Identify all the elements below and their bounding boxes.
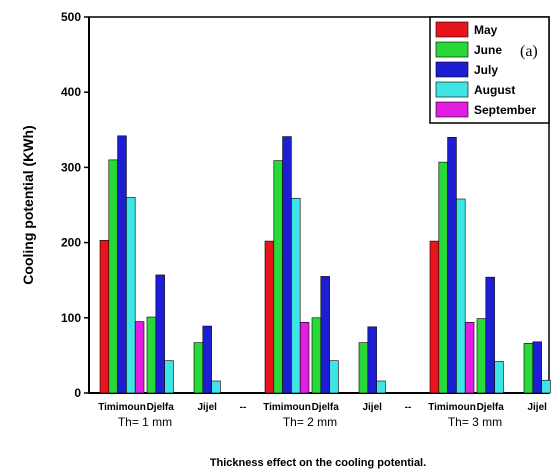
y-axis-label: Cooling potential (KWh) [20, 125, 36, 284]
bar-june-djelfa [146, 316, 157, 394]
legend-items: May June July August September [435, 21, 536, 118]
bar-may-timimoun [429, 240, 440, 394]
bar-june-timimoun [273, 160, 283, 394]
bar-may-timimoun [99, 240, 110, 394]
bar-august-timimoun [456, 198, 466, 394]
y-ticks: 0 100 200 300 400 500 [61, 10, 89, 400]
bar-june-jijel [358, 342, 369, 394]
category-label: Jijel [527, 402, 547, 413]
panel-label: (a) [520, 43, 538, 60]
y-tick-label: 300 [61, 160, 81, 174]
bar-august-timimoun [291, 197, 301, 394]
bar-july-timimoun [117, 135, 127, 394]
category-label: Djelfa [147, 402, 175, 413]
y-tick-label: 400 [61, 85, 81, 99]
bar-july-jijel [367, 326, 377, 394]
y-tick-label: 200 [61, 236, 81, 250]
bar-august-djelfa [164, 360, 174, 394]
bars [99, 135, 551, 394]
bar-june-djelfa [311, 317, 322, 394]
legend-label-september: September [474, 103, 536, 117]
bar-july-jijel [532, 341, 542, 394]
category-label: Timimoun [98, 402, 146, 413]
legend-swatch-july [435, 61, 469, 78]
bar-september-timimoun [464, 322, 475, 394]
category-label: Jijel [362, 402, 382, 413]
group-label: Th= 1 mm [118, 415, 172, 429]
x-axis-label: Thickness effect on the cooling potentia… [210, 457, 426, 469]
bar-august-jijel [541, 379, 551, 394]
group-separator: -- [240, 402, 247, 413]
legend-swatch-september [435, 101, 469, 118]
bar-july-djelfa [155, 274, 165, 394]
y-tick-label: 500 [61, 10, 81, 24]
category-label: Djelfa [477, 402, 505, 413]
bar-june-timimoun [438, 161, 448, 394]
legend-label-may: May [474, 23, 498, 37]
category-label: Timimoun [263, 402, 311, 413]
legend-label-june: June [474, 43, 502, 57]
bar-june-jijel [523, 343, 534, 394]
y-tick-label: 100 [61, 311, 81, 325]
legend-swatch-august [435, 81, 469, 98]
y-tick-label: 0 [74, 386, 81, 400]
group-label: Th= 2 mm [283, 415, 337, 429]
legend-label-august: August [474, 83, 515, 97]
group-separator: -- [405, 402, 412, 413]
bar-august-jijel [376, 380, 386, 394]
legend: May June July August September [429, 16, 550, 124]
category-label: Jijel [197, 402, 217, 413]
category-labels: Timimoun Djelfa Jijel -- Timimoun Djelfa Jijel… [98, 402, 547, 413]
group-labels: Th= 1 mm Th= 2 mm Th= 3 mm [118, 415, 502, 429]
legend-label-july: July [474, 63, 498, 77]
bar-may-timimoun [264, 240, 275, 394]
bar-july-djelfa [485, 276, 495, 394]
bar-july-timimoun [282, 136, 292, 394]
bar-july-timimoun [447, 137, 457, 394]
bar-june-djelfa [476, 318, 487, 394]
bar-august-timimoun [126, 197, 136, 394]
legend-swatch-june [435, 41, 469, 58]
category-label: Djelfa [312, 402, 340, 413]
legend-swatch-may [435, 21, 469, 38]
bar-august-djelfa [494, 361, 504, 394]
bar-september-timimoun [299, 322, 310, 394]
group-label: Th= 3 mm [448, 415, 502, 429]
category-label: Timimoun [428, 402, 476, 413]
bar-august-djelfa [329, 360, 339, 394]
bar-august-jijel [211, 380, 221, 394]
bar-june-jijel [193, 342, 204, 394]
bar-september-timimoun [134, 321, 145, 394]
bar-june-timimoun [108, 159, 118, 394]
bar-july-jijel [202, 325, 212, 394]
bar-july-djelfa [320, 276, 330, 394]
